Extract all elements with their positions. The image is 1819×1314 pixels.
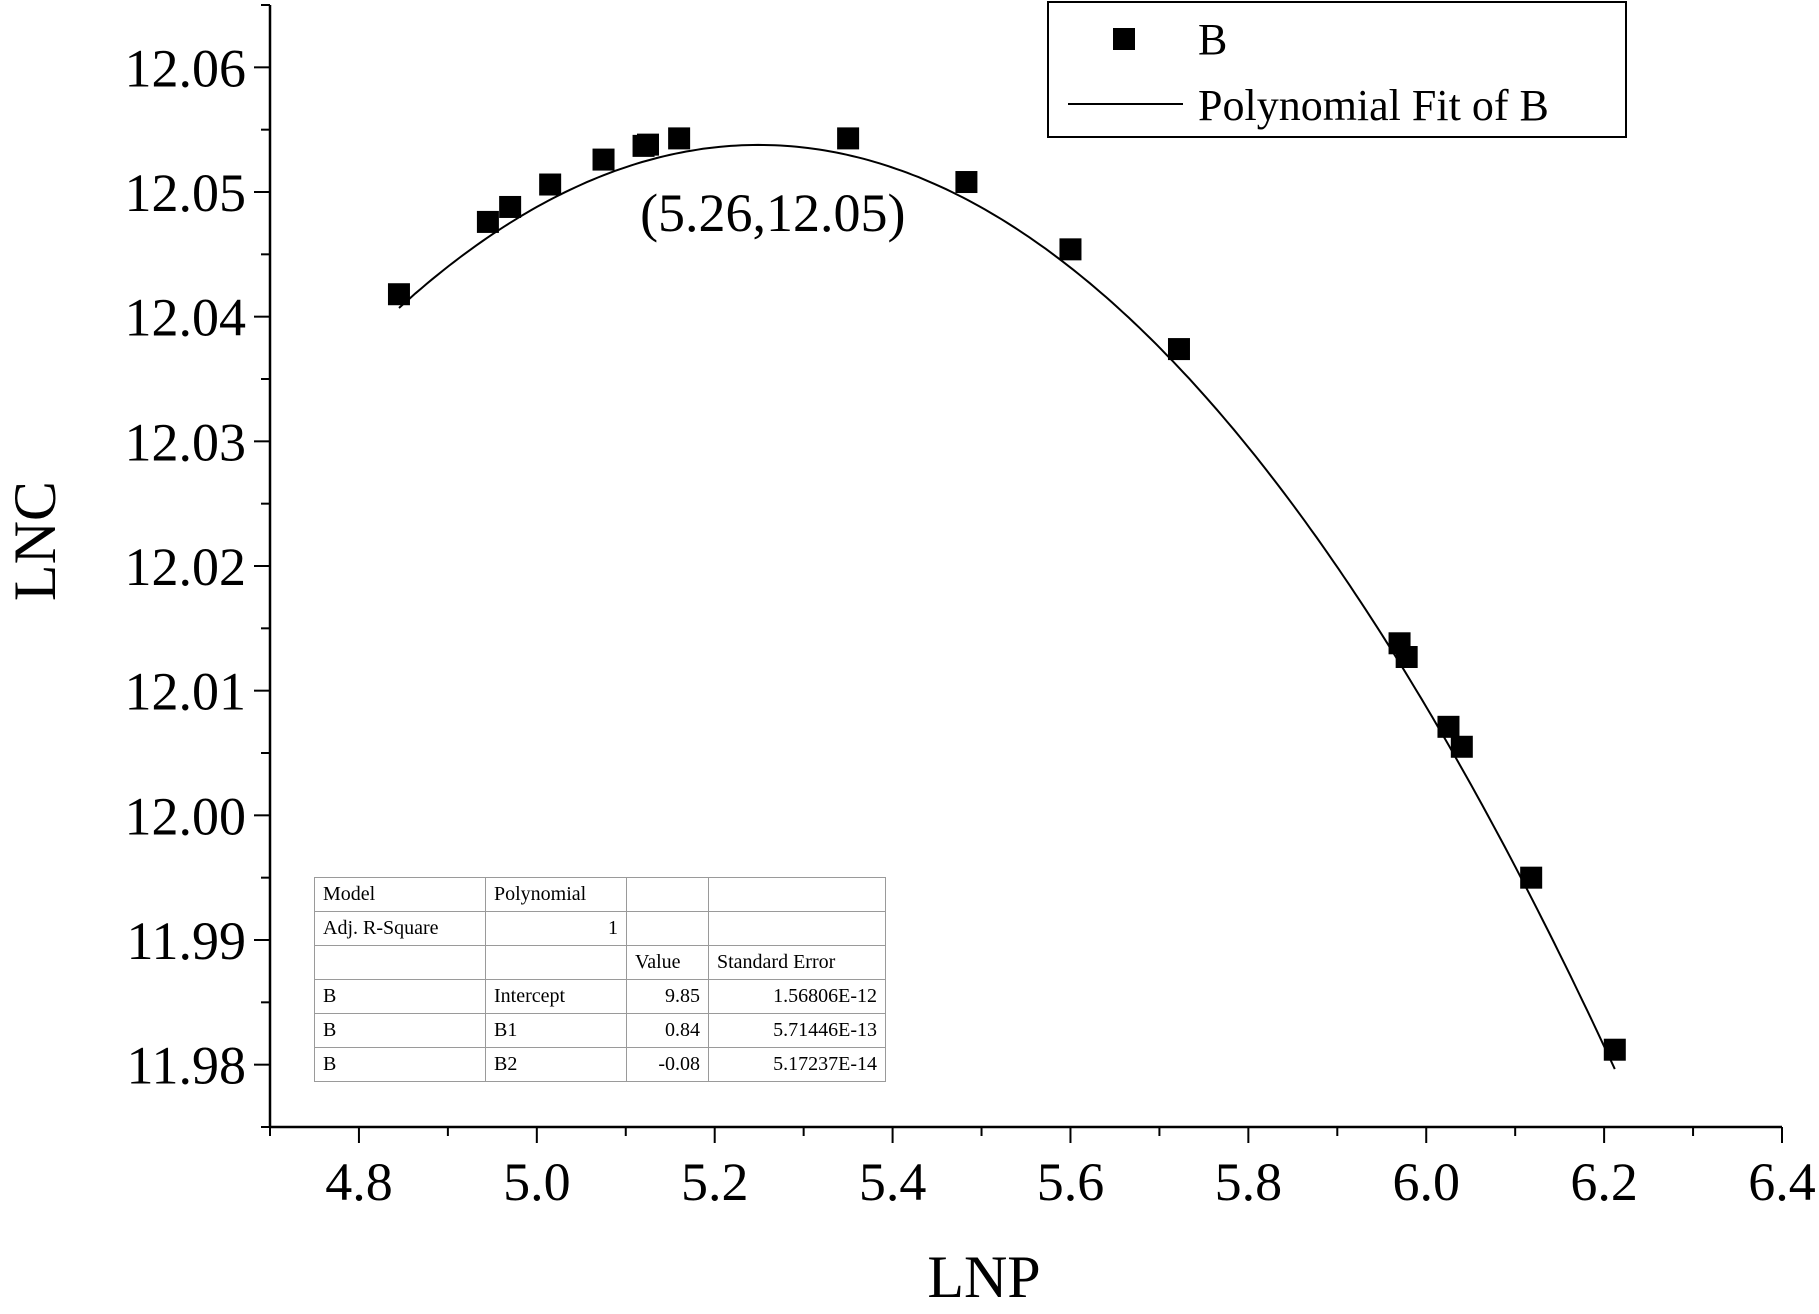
x-tick-label: 5.8 <box>1215 1152 1283 1212</box>
data-point <box>637 133 659 156</box>
data-point <box>1437 715 1460 738</box>
x-tick-label: 6.0 <box>1392 1152 1460 1212</box>
table-row: Adj. R-Square 1 <box>314 911 886 946</box>
table-row: Model Polynomial <box>314 877 886 912</box>
legend-marker-square <box>1113 28 1135 50</box>
table-cell: 5.71446E-13 <box>708 1013 886 1048</box>
x-tick-label: 5.4 <box>859 1152 927 1212</box>
fit-results-table: Model Polynomial Adj. R-Square 1 Value S… <box>314 877 886 1082</box>
table-row: Value Standard Error <box>314 945 886 980</box>
vertex-annotation: (5.26,12.05) <box>640 183 905 243</box>
fit-curve <box>398 143 1616 1070</box>
table-cell: -0.08 <box>626 1047 709 1082</box>
table-cell: 1.56806E-12 <box>708 979 886 1014</box>
data-point <box>1520 866 1543 889</box>
x-tick-label: 4.8 <box>325 1152 393 1212</box>
ticks: 4.8 5.0 5.2 5.4 5.6 5.8 6.0 6.2 6.4 11.98 11.99 12.… <box>125 4 1816 1212</box>
table-cell: B1 <box>485 1013 627 1048</box>
table-cell: B <box>314 979 486 1014</box>
y-axis-label: LNC <box>2 481 68 601</box>
x-axis-label: LNP <box>927 1244 1040 1310</box>
table-row: B Intercept 9.85 1.56806E-12 <box>314 979 886 1014</box>
data-point <box>668 127 691 150</box>
data-point <box>1395 646 1418 669</box>
data-point <box>1059 238 1082 261</box>
fit-curve-group <box>398 143 1616 1070</box>
legend-label-fit: Polynomial Fit of B <box>1198 81 1549 130</box>
data-point <box>476 210 499 233</box>
table-cell: 9.85 <box>626 979 709 1014</box>
table-header-value: Value <box>626 945 709 980</box>
data-point <box>539 173 562 196</box>
table-cell <box>708 877 886 912</box>
table-cell <box>485 945 627 980</box>
table-header-stderr: Standard Error <box>708 945 886 980</box>
legend-label-b: B <box>1198 15 1227 64</box>
y-tick-label: 11.98 <box>127 1036 247 1096</box>
table-cell <box>314 945 486 980</box>
x-tick-label: 6.2 <box>1570 1152 1638 1212</box>
data-point <box>387 283 410 306</box>
legend: B Polynomial Fit of B <box>1047 1 1627 138</box>
table-cell <box>708 911 886 946</box>
y-tick-label: 12.01 <box>125 662 247 722</box>
table-row: B B2 -0.08 5.17237E-14 <box>314 1047 886 1082</box>
data-point <box>592 148 615 171</box>
y-tick-label: 12.03 <box>125 412 247 472</box>
x-tick-label: 5.2 <box>681 1152 749 1212</box>
table-cell: B2 <box>485 1047 627 1082</box>
x-tick-label: 6.4 <box>1748 1152 1816 1212</box>
data-point <box>1603 1038 1626 1061</box>
table-cell: B <box>314 1013 486 1048</box>
table-cell: B <box>314 1047 486 1082</box>
legend-box <box>1047 1 1627 138</box>
y-tick-label: 12.06 <box>125 38 247 98</box>
y-tick-label: 11.99 <box>127 911 247 971</box>
table-cell: Model <box>314 877 486 912</box>
data-point <box>499 195 522 218</box>
table-cell: Adj. R-Square <box>314 911 486 946</box>
x-tick-label: 5.6 <box>1037 1152 1105 1212</box>
data-points <box>387 127 1626 1061</box>
y-tick-label: 12.04 <box>125 288 247 348</box>
y-tick-label: 12.00 <box>125 786 247 846</box>
table-cell: 0.84 <box>626 1013 709 1048</box>
table-cell: Intercept <box>485 979 627 1014</box>
y-tick-label: 12.02 <box>125 537 247 597</box>
table-cell <box>626 911 709 946</box>
data-point <box>1450 735 1473 758</box>
data-point <box>955 171 978 194</box>
table-cell <box>626 877 709 912</box>
table-cell: 1 <box>485 911 627 946</box>
data-point <box>837 127 860 150</box>
table-row: B B1 0.84 5.71446E-13 <box>314 1013 886 1048</box>
x-tick-label: 5.0 <box>503 1152 571 1212</box>
table-cell: Polynomial <box>485 877 627 912</box>
y-tick-label: 12.05 <box>125 163 247 223</box>
table-cell: 5.17237E-14 <box>708 1047 886 1082</box>
data-point <box>1167 338 1190 361</box>
